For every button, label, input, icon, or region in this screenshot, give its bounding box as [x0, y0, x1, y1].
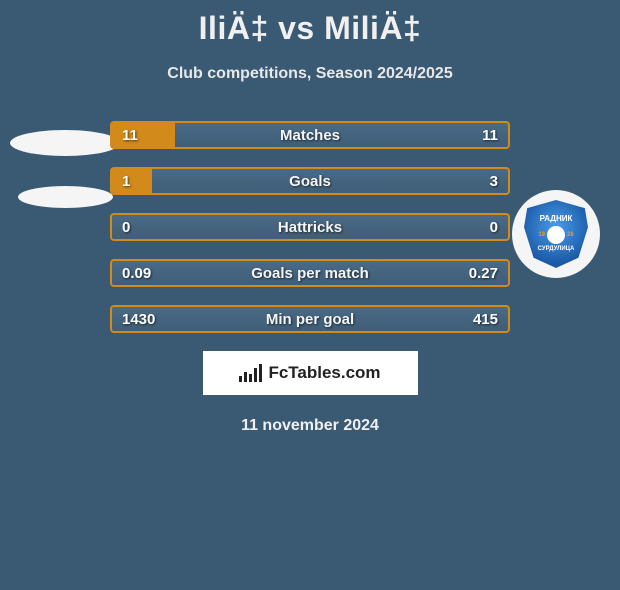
ellipse-shape	[18, 186, 113, 208]
stat-right-value: 11	[482, 127, 498, 144]
logo-bottom-text: СУРДУЛИЦА	[538, 246, 575, 253]
stat-right-value: 3	[490, 173, 498, 190]
stat-row: 1Goals3	[110, 167, 510, 195]
shield-icon: РАДНИК 19 26 СУРДУЛИЦА	[524, 200, 588, 268]
club-logo: РАДНИК 19 26 СУРДУЛИЦА	[512, 190, 600, 278]
ball-icon	[547, 226, 565, 244]
stat-label: Matches	[112, 127, 508, 144]
stat-right-value: 0.27	[469, 265, 498, 282]
stat-label: Goals	[112, 173, 508, 190]
stat-label: Goals per match	[112, 265, 508, 282]
right-player-badge: РАДНИК 19 26 СУРДУЛИЦА	[512, 190, 600, 278]
stat-right-value: 0	[490, 219, 498, 236]
ellipse-shape	[10, 130, 120, 156]
stat-row: 11Matches11	[110, 121, 510, 149]
stat-label: Min per goal	[112, 311, 508, 328]
logo-top-text: РАДНИК	[540, 215, 573, 224]
chart-icon	[239, 364, 262, 382]
stat-right-value: 415	[473, 311, 498, 328]
logo-year-left: 19	[538, 232, 545, 238]
subtitle: Club competitions, Season 2024/2025	[0, 65, 620, 83]
page-title: IliÄ‡ vs MiliÄ‡	[0, 10, 620, 47]
stat-row: 1430Min per goal415	[110, 305, 510, 333]
brand-text: FcTables.com	[268, 363, 380, 383]
stat-row: 0.09Goals per match0.27	[110, 259, 510, 287]
stats-container: 11Matches11 1Goals3 0Hattricks0 0.09Goals p…	[110, 121, 510, 333]
date-text: 11 november 2024	[0, 417, 620, 435]
logo-year-right: 26	[567, 232, 574, 238]
stat-row: 0Hattricks0	[110, 213, 510, 241]
left-player-badge	[10, 130, 120, 208]
stat-label: Hattricks	[112, 219, 508, 236]
brand-box[interactable]: FcTables.com	[203, 351, 418, 395]
